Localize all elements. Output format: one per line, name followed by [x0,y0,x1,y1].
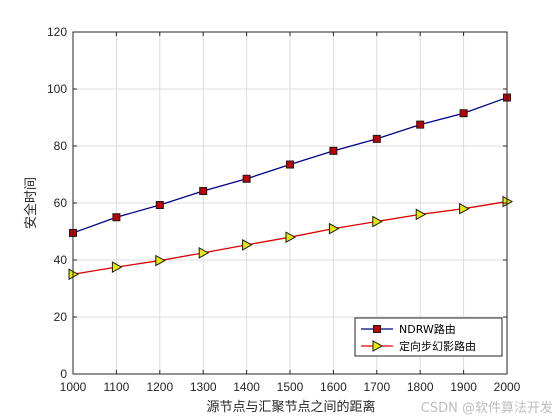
series-1-point [416,120,425,129]
series-1-point [372,134,381,143]
series-2-point [155,254,166,267]
series-1-point [459,109,468,118]
y-tick-label: 40 [54,253,68,267]
x-axis-label: 源节点与汇聚节点之间的距离 [206,399,375,415]
y-tick-label: 120 [47,25,67,39]
series-1-point [286,160,294,169]
legend-label-1: NDRW路由 [399,322,456,336]
series-2-point [415,208,427,221]
series-2-point [372,215,383,228]
series-1-point [242,174,251,183]
series-1-point [112,213,121,222]
x-tick-label: 1500 [277,380,304,394]
x-tick-label: 1700 [363,380,390,394]
series-1-point [329,146,338,155]
series-2-point [285,231,297,244]
series-2-point [111,261,123,273]
x-tick-label: 1600 [320,380,347,394]
x-tick-label: 1300 [190,380,217,394]
x-tick-label: 1800 [407,380,434,394]
legend-label-2: 定向步幻影路由 [399,339,476,353]
x-tick-label: 1400 [233,380,260,394]
x-tick-label: 1000 [60,380,87,394]
y-axis-label: 安全时间 [23,177,39,229]
y-tick-label: 80 [54,139,68,153]
series-1-point [155,200,164,209]
x-tick-label: 1200 [146,380,173,394]
y-tick-label: 60 [54,196,68,210]
legend-marker-2 [372,340,384,352]
y-tick-label: 0 [60,367,67,381]
legend-box [354,317,503,357]
y-tick-label: 20 [54,310,68,324]
x-tick-label: 1100 [103,380,129,394]
x-tick-label: 2000 [494,380,521,394]
axis-ticks: 1000 1100 1200 1300 1400 1500 1600 1700 1800 1900… [47,25,521,394]
watermark: CSDN @软件算法开发 [421,400,553,416]
y-tick-label: 100 [47,82,67,96]
series-1-point [199,187,208,196]
x-tick-label: 1900 [450,380,477,394]
series-2-point [459,202,470,215]
series-2-point [328,222,340,235]
series-2-point [242,239,253,251]
grid-lines [73,32,507,374]
series-2-point [198,247,210,259]
legend-marker-1 [373,325,381,333]
